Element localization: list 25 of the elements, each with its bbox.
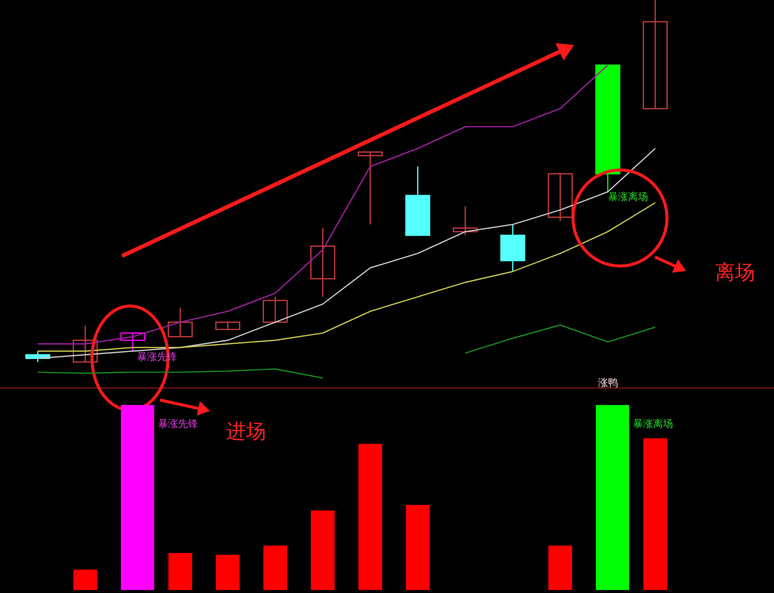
- candlestick: [168, 307, 193, 338]
- candlestick: [310, 227, 336, 298]
- candlestick: [120, 332, 146, 352]
- annotation: 涨鸭: [598, 377, 618, 389]
- candlestick: [548, 173, 573, 222]
- annotation: 暴涨离场: [608, 191, 648, 203]
- text: 离场: [715, 260, 755, 284]
- bar: [643, 438, 668, 590]
- bar: [406, 504, 430, 590]
- candlestick: [262, 296, 288, 323]
- candlestick: [72, 325, 98, 363]
- bar: [216, 554, 240, 590]
- bar: [73, 570, 98, 590]
- bar: [358, 444, 382, 590]
- annotation: 暴涨离场: [633, 418, 674, 430]
- bar: [168, 553, 192, 590]
- bar: [263, 546, 288, 590]
- bar: [310, 510, 335, 590]
- candlestick: [358, 151, 383, 226]
- candlestick: [452, 206, 478, 236]
- candlestick: [215, 322, 240, 330]
- annotation: 暴涨先锋: [158, 418, 198, 430]
- bar: [548, 546, 572, 590]
- annotation: 进场: [226, 419, 266, 443]
- candlestick: [642, 0, 668, 110]
